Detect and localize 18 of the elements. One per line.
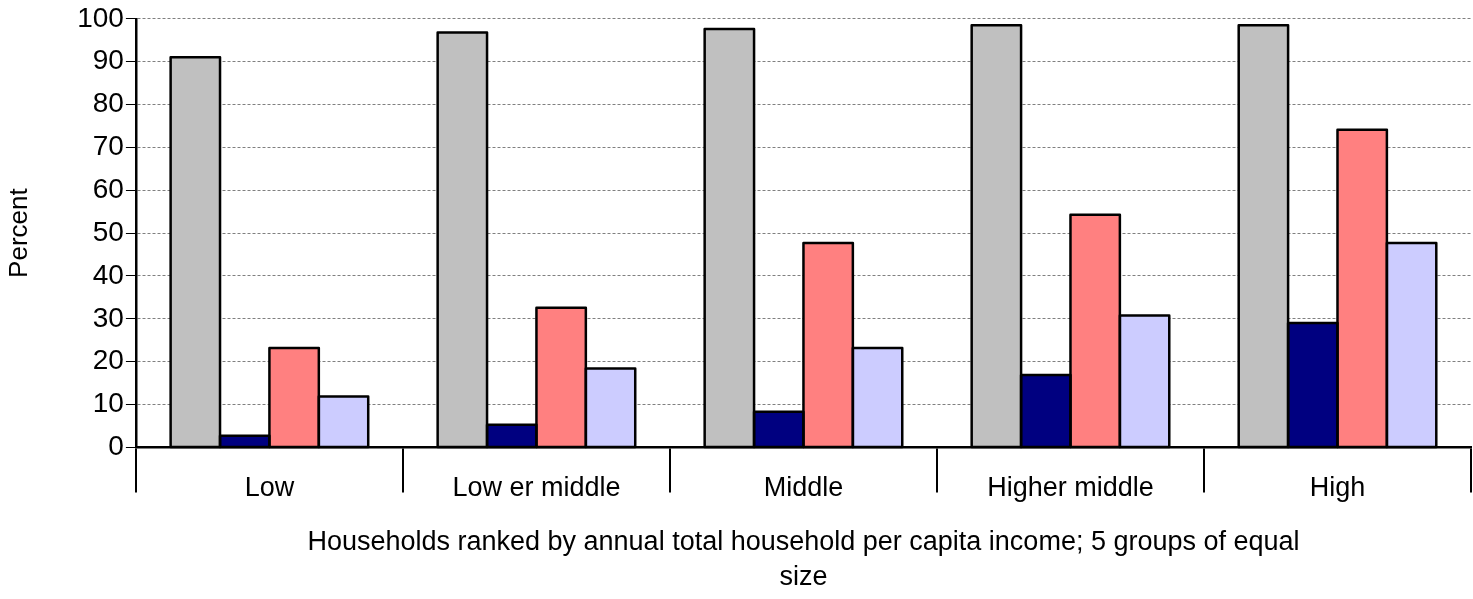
y-tick-label: 60 xyxy=(92,172,124,204)
x-tick-label: High xyxy=(1309,472,1366,503)
y-tick-label: 80 xyxy=(92,87,124,119)
x-tick-label: Higher middle xyxy=(987,472,1154,503)
x-tick-label: Middle xyxy=(763,472,844,503)
y-tick-label: 10 xyxy=(92,387,124,419)
x-tick-label: Low xyxy=(244,472,295,503)
y-tick-label: 100 xyxy=(77,1,124,33)
y-tick-label: 20 xyxy=(92,344,124,376)
y-tick-label: 90 xyxy=(92,44,124,76)
x-tick-label: Low er middle xyxy=(452,472,621,503)
y-tick-label: 30 xyxy=(92,301,124,333)
y-tick-label: 50 xyxy=(92,215,124,247)
y-axis-title: Percent xyxy=(2,187,33,278)
y-tick-label: 0 xyxy=(108,430,124,462)
y-tick-label: 70 xyxy=(92,130,124,162)
x-axis-title: Households ranked by annual total household per capita income; 5 groups of equal size xyxy=(307,525,1300,591)
y-tick-label: 40 xyxy=(92,258,124,290)
